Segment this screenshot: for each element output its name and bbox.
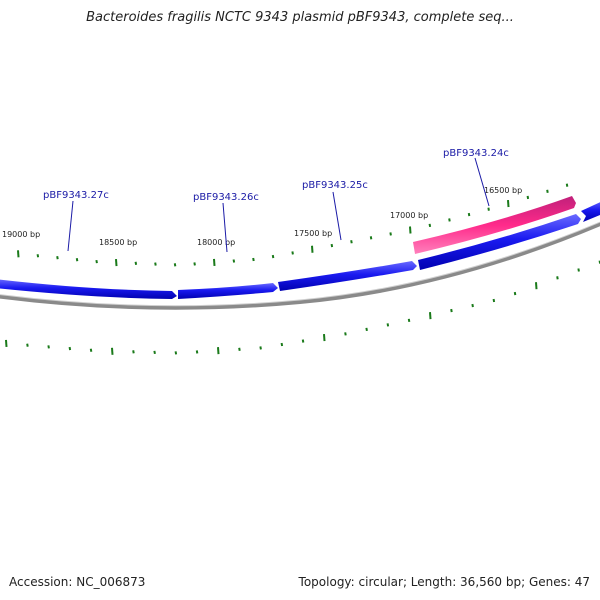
tick-mark (252, 257, 255, 262)
tick-mark (291, 251, 294, 255)
gene-arrow-27c[interactable] (0, 279, 177, 299)
position-label-17000: 17000 bp (390, 211, 428, 220)
position-label-18500: 18500 bp (99, 238, 137, 247)
tick-mark (565, 183, 569, 187)
tick-mark (111, 347, 114, 355)
sequence-summary: Topology: circular; Length: 36,560 bp; G… (298, 575, 590, 589)
tick-mark (56, 256, 59, 260)
tick-mark (513, 291, 517, 296)
gene-label-24c[interactable]: pBF9343.24c (443, 148, 509, 159)
gene-label-25c[interactable]: pBF9343.25c (302, 180, 368, 191)
gene-arrow-24c[interactable] (413, 196, 576, 254)
tick-mark (95, 259, 98, 264)
tick-mark (174, 351, 178, 355)
tick-mark (68, 346, 72, 351)
tick-mark (535, 282, 538, 290)
plasmid-backbone (0, 221, 600, 310)
tick-mark (173, 263, 177, 267)
tick-mark (301, 339, 305, 343)
tick-mark (467, 212, 471, 217)
tick-mark (546, 189, 549, 193)
accession-text: Accession: NC_006873 (9, 575, 146, 589)
tick-mark (492, 298, 496, 303)
tick-mark (369, 236, 373, 240)
tick-mark (556, 276, 559, 280)
gene-label-leaders (67, 157, 490, 253)
tick-mark (132, 350, 135, 354)
tick-mark (193, 262, 196, 266)
tick-mark (213, 258, 216, 267)
tick-mark (115, 259, 118, 267)
tick-mark (134, 261, 138, 265)
tick-mark (344, 332, 347, 336)
tick-mark (487, 207, 490, 211)
tick-mark (407, 318, 411, 323)
gene-arrow-24c-reverse[interactable] (418, 214, 581, 270)
position-label-18000: 18000 bp (197, 238, 235, 247)
gene-arrow-25c[interactable] (278, 261, 417, 291)
tick-mark (323, 334, 326, 342)
inner-tick-row (5, 260, 600, 355)
tick-mark (448, 218, 451, 222)
tick-mark (89, 348, 93, 352)
tick-mark (577, 268, 580, 272)
tick-mark (450, 308, 453, 313)
tick-mark (507, 199, 510, 208)
tick-mark (36, 254, 40, 258)
map-title: Bacteroides fragilis NCTC 9343 plasmid p… (86, 10, 514, 25)
tick-mark (5, 339, 8, 348)
tick-mark (238, 347, 241, 351)
position-label-17500: 17500 bp (294, 229, 332, 238)
tick-mark (232, 259, 236, 263)
tick-mark (26, 343, 29, 347)
tick-mark (47, 345, 50, 349)
tick-mark (471, 303, 474, 308)
tick-mark (217, 347, 220, 355)
position-label-19000: 19000 bp (2, 230, 40, 239)
tick-mark (386, 323, 390, 327)
tick-mark (389, 232, 392, 236)
tick-mark (311, 245, 314, 253)
tick-mark (429, 312, 432, 320)
gene-label-26c[interactable]: pBF9343.26c (193, 192, 259, 203)
tick-mark (75, 258, 79, 262)
gene-arrow-26c[interactable] (178, 283, 278, 299)
position-label-16500: 16500 bp (484, 186, 522, 195)
tick-mark (154, 262, 157, 266)
tick-mark (526, 195, 530, 200)
tick-mark (153, 350, 156, 355)
gene-label-27c[interactable]: pBF9343.27c (43, 190, 109, 201)
gene-arrow-next[interactable] (581, 200, 600, 222)
tick-mark (350, 240, 353, 244)
tick-mark (280, 342, 284, 347)
tick-mark (330, 243, 334, 248)
tick-mark (409, 226, 412, 234)
tick-mark (259, 346, 262, 350)
tick-mark (428, 223, 432, 228)
tick-mark (271, 254, 275, 259)
tick-mark (195, 350, 199, 354)
tick-mark (17, 250, 20, 258)
outer-tick-row (17, 183, 569, 267)
tick-mark (365, 327, 368, 332)
